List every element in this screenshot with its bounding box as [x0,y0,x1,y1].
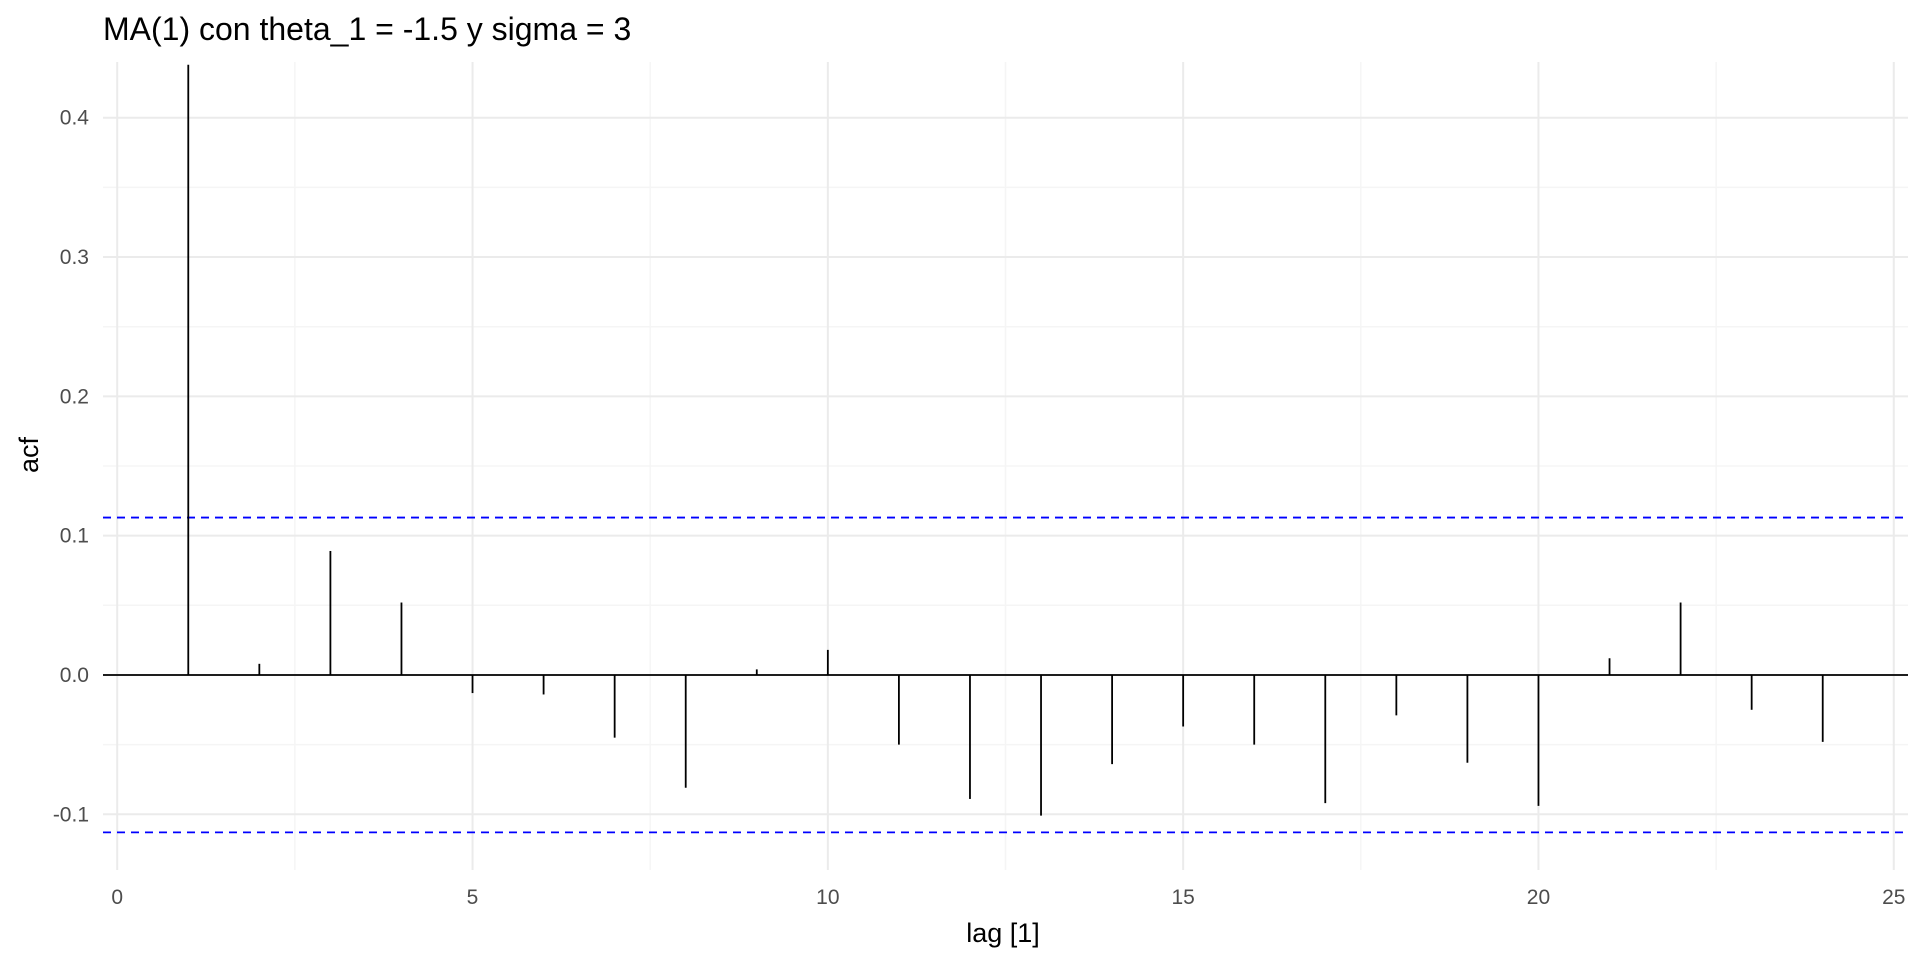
y-tick-label: 0.0 [60,664,89,687]
x-tick-labels: 0 5 10 15 20 25 [111,886,1905,909]
y-tick-label: 0.4 [60,107,90,130]
y-tick-label: 0.3 [60,246,89,269]
confidence-bounds [103,516,1908,834]
x-tick-label: 20 [1527,886,1550,909]
x-tick-label: 5 [467,886,479,909]
y-tick-labels: -0.1 0.0 0.1 0.2 0.3 0.4 [53,107,89,827]
x-axis-title: lag [1] [966,918,1040,948]
y-tick-label: -0.1 [53,803,89,826]
y-tick-label: 0.2 [60,385,89,408]
minor-gridlines [103,62,1908,870]
y-axis-title: acf [14,436,44,473]
chart-title: MA(1) con theta_1 = -1.5 y sigma = 3 [103,11,631,47]
x-tick-label: 25 [1882,886,1905,909]
y-tick-label: 0.1 [60,525,89,548]
x-tick-label: 0 [111,886,123,909]
x-tick-label: 10 [816,886,839,909]
x-tick-label: 15 [1171,886,1194,909]
acf-spikes [187,64,1824,816]
